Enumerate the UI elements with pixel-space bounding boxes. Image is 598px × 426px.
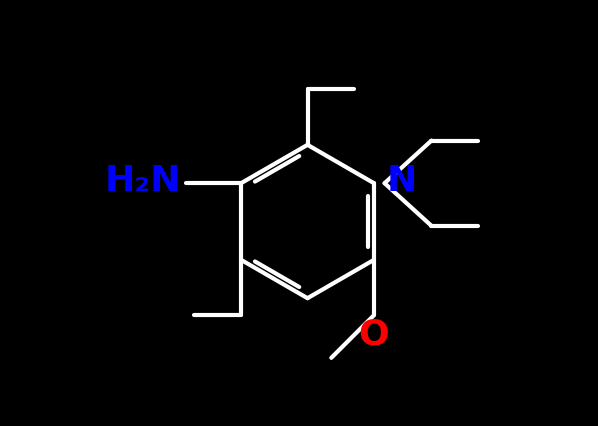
Text: O: O [359,317,389,351]
Text: N: N [387,164,417,198]
Text: H₂N: H₂N [105,164,181,198]
